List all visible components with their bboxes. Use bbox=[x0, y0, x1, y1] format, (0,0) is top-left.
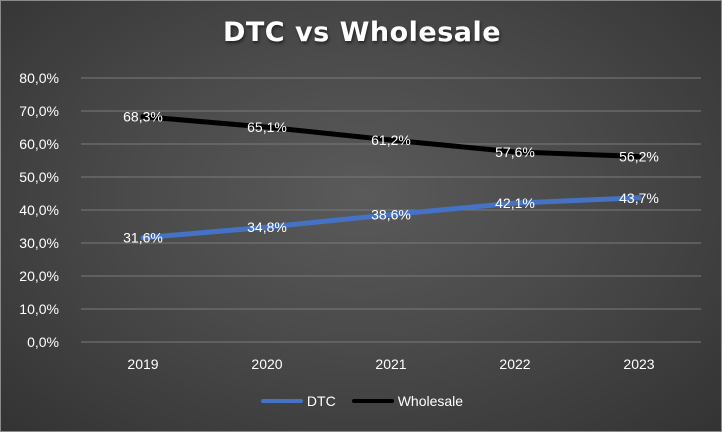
data-label-wholesale: 68,3% bbox=[123, 109, 163, 125]
x-tick-label: 2020 bbox=[251, 356, 282, 372]
data-label-dtc: 34,8% bbox=[247, 219, 287, 235]
data-point-dtc bbox=[264, 224, 270, 230]
data-point-wholesale bbox=[264, 124, 270, 130]
legend-swatch-wholesale bbox=[351, 399, 394, 403]
data-label-wholesale: 56,2% bbox=[619, 149, 659, 165]
x-tick-label: 2019 bbox=[127, 356, 158, 372]
legend-label-dtc: DTC bbox=[306, 393, 336, 409]
data-label-wholesale: 57,6% bbox=[495, 144, 535, 160]
data-point-wholesale bbox=[636, 154, 642, 160]
x-tick-label: 2021 bbox=[375, 356, 406, 372]
x-tick-label: 2023 bbox=[623, 356, 654, 372]
data-point-dtc bbox=[636, 195, 642, 201]
data-point-dtc bbox=[388, 212, 394, 218]
data-label-wholesale: 65,1% bbox=[247, 119, 287, 135]
y-tick-label: 10,0% bbox=[19, 301, 59, 317]
y-tick-label: 0,0% bbox=[27, 334, 59, 350]
data-label-dtc: 38,6% bbox=[371, 207, 411, 223]
y-tick-label: 80,0% bbox=[19, 70, 59, 86]
data-point-dtc bbox=[140, 235, 146, 241]
x-tick-label: 2022 bbox=[499, 356, 530, 372]
y-tick-label: 30,0% bbox=[19, 235, 59, 251]
y-tick-label: 70,0% bbox=[19, 103, 59, 119]
y-tick-label: 60,0% bbox=[19, 136, 59, 152]
data-point-wholesale bbox=[512, 149, 518, 155]
y-tick-label: 20,0% bbox=[19, 268, 59, 284]
legend-item-wholesale: Wholesale bbox=[351, 393, 464, 409]
data-label-dtc: 43,7% bbox=[619, 190, 659, 206]
legend-label-wholesale: Wholesale bbox=[397, 393, 464, 409]
data-point-wholesale bbox=[140, 114, 146, 120]
legend-swatch-dtc bbox=[260, 399, 303, 403]
y-tick-label: 50,0% bbox=[19, 169, 59, 185]
data-point-wholesale bbox=[388, 137, 394, 143]
chart-title: DTC vs Wholesale bbox=[222, 17, 502, 48]
y-tick-label: 40,0% bbox=[19, 202, 59, 218]
data-label-wholesale: 61,2% bbox=[371, 132, 411, 148]
legend-item-dtc: DTC bbox=[260, 393, 336, 409]
data-label-dtc: 31,6% bbox=[123, 230, 163, 246]
data-point-dtc bbox=[512, 200, 518, 206]
legend: DTC Wholesale bbox=[1, 393, 721, 409]
data-label-dtc: 42,1% bbox=[495, 195, 535, 211]
